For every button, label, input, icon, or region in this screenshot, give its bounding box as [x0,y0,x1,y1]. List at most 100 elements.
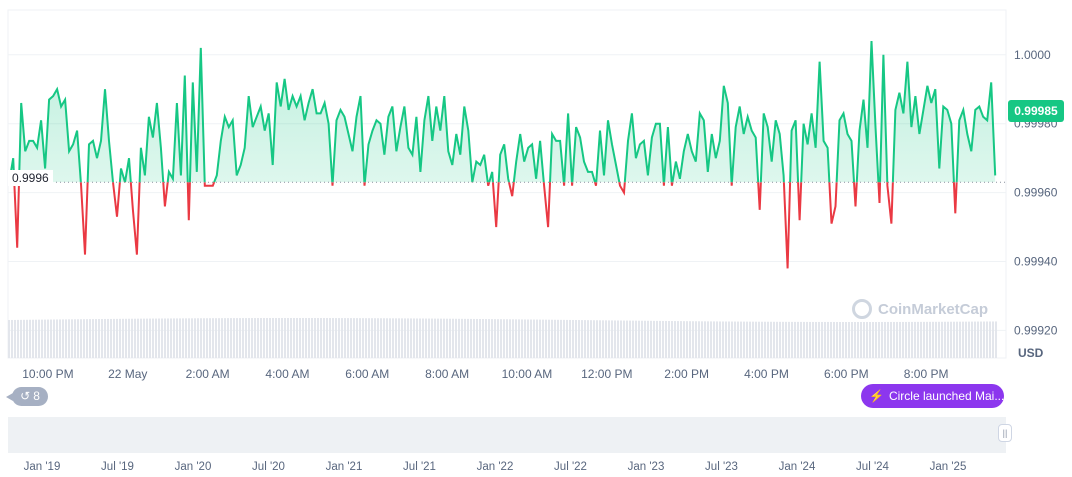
volume-bar [341,318,343,358]
x-tick-label: 8:00 AM [425,367,469,381]
volume-bar [137,318,139,358]
navigator-tick-label: Jan '22 [477,461,514,473]
volume-bar [818,321,820,358]
volume-bar [545,319,547,358]
volume-bar [965,321,967,358]
volume-bar [191,318,193,358]
volume-bar [164,318,166,358]
volume-bar [422,318,424,358]
volume-bar [518,319,520,358]
volume-bar [386,318,388,358]
volume-bar [782,321,784,358]
volume-bar [986,321,988,358]
volume-bar [176,318,178,358]
volume-bar [206,318,208,358]
volume-bar [41,319,43,358]
volume-bar [581,320,583,358]
volume-bar [587,320,589,358]
volume-bar [923,321,925,358]
volume-bar [566,319,568,358]
volume-bar [32,319,34,358]
volume-bar [860,321,862,358]
current-price-label: 0.99985 [1008,100,1064,122]
volume-bar [230,318,232,358]
volume-bar [833,321,835,358]
volume-bar [122,318,124,358]
volume-bar [713,321,715,358]
volume-bar [20,319,22,358]
volume-bar [881,321,883,358]
volume-bar [197,318,199,358]
volume-bar [920,321,922,358]
volume-bar [242,318,244,358]
volume-bar [668,321,670,358]
volume-bar [329,318,331,358]
volume-bar [869,321,871,358]
volume-bar [644,320,646,358]
volume-bar [620,320,622,358]
volume-bar [425,318,427,358]
volume-bar [872,321,874,358]
volume-bar [53,319,55,358]
volume-bar [149,318,151,358]
x-tick-label: 2:00 AM [186,367,230,381]
volume-bar [641,320,643,358]
navigator-tick-label: Jan '19 [24,461,61,473]
volume-bar [179,318,181,358]
volume-bar [461,318,463,358]
announcement-badge[interactable]: ⚡ Circle launched Mai... [861,384,1004,408]
volume-bar [722,321,724,358]
coinmarketcap-logo-icon [852,299,872,319]
volume-bar [767,321,769,358]
volume-bar [92,319,94,358]
navigator-ticks: Jan '19 Jul '19 Jan '20 Jul '20 Jan '21 Jul '… [24,461,967,473]
volume-bar [251,318,253,358]
volume-bar [941,321,943,358]
volume-bar [98,319,100,358]
volume-bar [788,321,790,358]
volume-bar [680,321,682,358]
volume-bar [188,318,190,358]
volume-bar [470,318,472,358]
volume-bar [560,319,562,358]
volume-bar [233,318,235,358]
volume-bar [776,321,778,358]
volume-bar [599,320,601,358]
volume-bar [326,318,328,358]
volume-bar [488,319,490,358]
navigator-range[interactable] [8,417,1006,453]
volume-bar [428,318,430,358]
volume-bar [575,320,577,358]
volume-bar [899,321,901,358]
x-tick-label: 10:00 PM [22,367,73,381]
volume-bar [362,318,364,358]
volume-bar [215,318,217,358]
volume-bar [65,319,67,358]
volume-bar [332,318,334,358]
volume-bar [686,321,688,358]
volume-bar [485,319,487,358]
volume-bar [44,319,46,358]
volume-bar [101,319,103,358]
volume-bar [548,319,550,358]
volume-bar [200,318,202,358]
volume-bar [473,318,475,358]
volume-bar [335,318,337,358]
volume-bar [134,318,136,358]
volume-bar [350,318,352,358]
volume-bar [785,321,787,358]
volume-bar [110,318,112,358]
volume-bar [779,321,781,358]
volume-bar [977,321,979,358]
volume-bar [374,318,376,358]
volume-bar [455,318,457,358]
volume-bar [683,321,685,358]
x-tick-label: 4:00 PM [744,367,789,381]
x-tick-label: 4:00 AM [265,367,309,381]
navigator-drag-handle[interactable]: || [998,424,1012,442]
volume-bar [962,321,964,358]
volume-bar [572,319,574,358]
events-badge[interactable]: ↺ 8 [6,387,48,406]
volume-bar [143,318,145,358]
